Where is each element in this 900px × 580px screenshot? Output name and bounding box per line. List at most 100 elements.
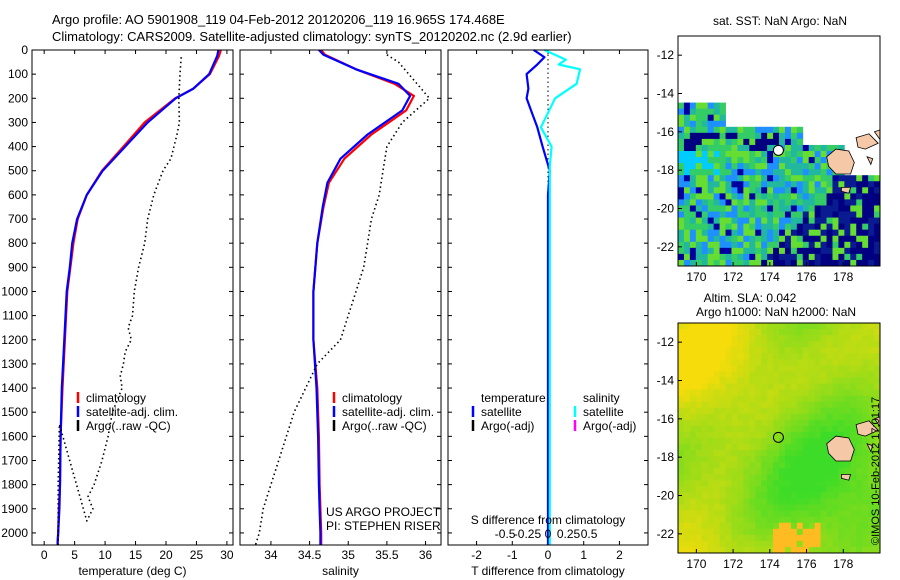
map-cell xyxy=(796,438,804,445)
map-cell xyxy=(820,498,827,505)
map-cell xyxy=(790,395,798,403)
map-cell xyxy=(678,102,685,110)
map-cell xyxy=(725,498,732,505)
map-cell xyxy=(814,395,821,403)
map-cell xyxy=(707,102,715,110)
map-cell xyxy=(701,193,709,200)
map-cell xyxy=(695,492,703,499)
map-cell xyxy=(856,259,863,267)
map-cell xyxy=(874,438,881,445)
map-cell xyxy=(683,395,691,403)
map-cell xyxy=(868,395,875,403)
map-cell xyxy=(779,241,786,249)
map-cell xyxy=(725,126,732,134)
map-cell xyxy=(707,540,715,548)
map-cell xyxy=(707,211,715,218)
map-cell xyxy=(832,181,839,188)
map-cell xyxy=(743,516,750,524)
map-cell xyxy=(725,229,732,237)
map-cell xyxy=(719,534,726,542)
map-cell xyxy=(707,413,715,421)
map-cell xyxy=(832,353,839,360)
map-cell xyxy=(719,492,726,499)
map-cell xyxy=(689,217,697,225)
map-cell xyxy=(779,187,786,194)
map-cell xyxy=(850,431,857,439)
map-cell xyxy=(784,205,792,212)
map-cell xyxy=(790,241,798,249)
map-cell xyxy=(790,247,798,255)
map-cell xyxy=(874,353,881,360)
map-cell xyxy=(779,169,786,176)
map-cell xyxy=(773,241,780,249)
map-cell xyxy=(678,114,685,122)
map-cell xyxy=(737,540,744,548)
map-cell xyxy=(844,462,851,469)
map-cell xyxy=(874,450,881,457)
map-cell xyxy=(844,241,851,249)
map-cell xyxy=(678,498,685,505)
map-cell xyxy=(743,181,750,188)
map-cell xyxy=(802,522,810,530)
map-cell xyxy=(678,389,685,397)
map-cell xyxy=(678,546,685,554)
map-cell xyxy=(790,187,798,194)
map-cell xyxy=(719,341,726,348)
map-cell xyxy=(683,329,691,336)
map-cell xyxy=(779,157,786,164)
map-cell xyxy=(725,341,732,348)
map-cell xyxy=(874,504,881,512)
map-cell xyxy=(767,413,774,421)
map-cell xyxy=(737,534,744,542)
map-cell xyxy=(678,468,685,475)
map-cell xyxy=(678,144,685,152)
map-cell xyxy=(850,329,857,336)
map-cell xyxy=(755,371,762,378)
x-tick-label: 10 xyxy=(98,548,112,562)
map-cell xyxy=(755,329,762,336)
map-cell xyxy=(755,223,762,231)
map-cell xyxy=(678,223,685,231)
map-cell xyxy=(743,253,750,261)
x-tick-label: 170 xyxy=(686,557,706,571)
map-cell xyxy=(796,175,804,182)
map-cell xyxy=(695,329,703,336)
map-cell xyxy=(689,468,697,475)
map-cell xyxy=(856,419,863,427)
map-cell xyxy=(707,462,715,469)
map-cell xyxy=(737,335,744,342)
map-cell xyxy=(743,157,750,164)
map-cell xyxy=(838,486,845,493)
map-cell xyxy=(731,217,738,225)
map-cell xyxy=(743,419,750,427)
map-cell xyxy=(689,235,697,243)
map-cell xyxy=(784,163,792,170)
map-cell xyxy=(826,193,833,200)
map-cell xyxy=(808,329,816,336)
map-cell xyxy=(874,223,881,231)
map-cell xyxy=(731,377,738,384)
map-cell xyxy=(796,389,804,397)
map-cell xyxy=(874,217,881,225)
map-cell xyxy=(743,401,750,409)
map-cell xyxy=(779,132,786,140)
map-cell xyxy=(826,353,833,360)
map-cell xyxy=(725,241,732,249)
map-cell xyxy=(844,419,851,427)
map-cell xyxy=(826,253,833,261)
map-cell xyxy=(790,462,798,469)
map-cell xyxy=(773,425,780,433)
map-cell xyxy=(808,151,816,158)
map-cell xyxy=(761,157,768,164)
map-cell xyxy=(820,259,827,267)
map-cell xyxy=(707,359,715,366)
map-cell xyxy=(731,419,738,427)
map-cell xyxy=(802,229,810,237)
map-cell xyxy=(796,335,804,342)
map-cell xyxy=(773,335,780,342)
map-cell xyxy=(796,241,804,249)
map-cell xyxy=(678,540,685,548)
map-cell xyxy=(767,480,774,487)
y-tick-label: -14 xyxy=(657,374,675,388)
map-cell xyxy=(725,371,732,378)
